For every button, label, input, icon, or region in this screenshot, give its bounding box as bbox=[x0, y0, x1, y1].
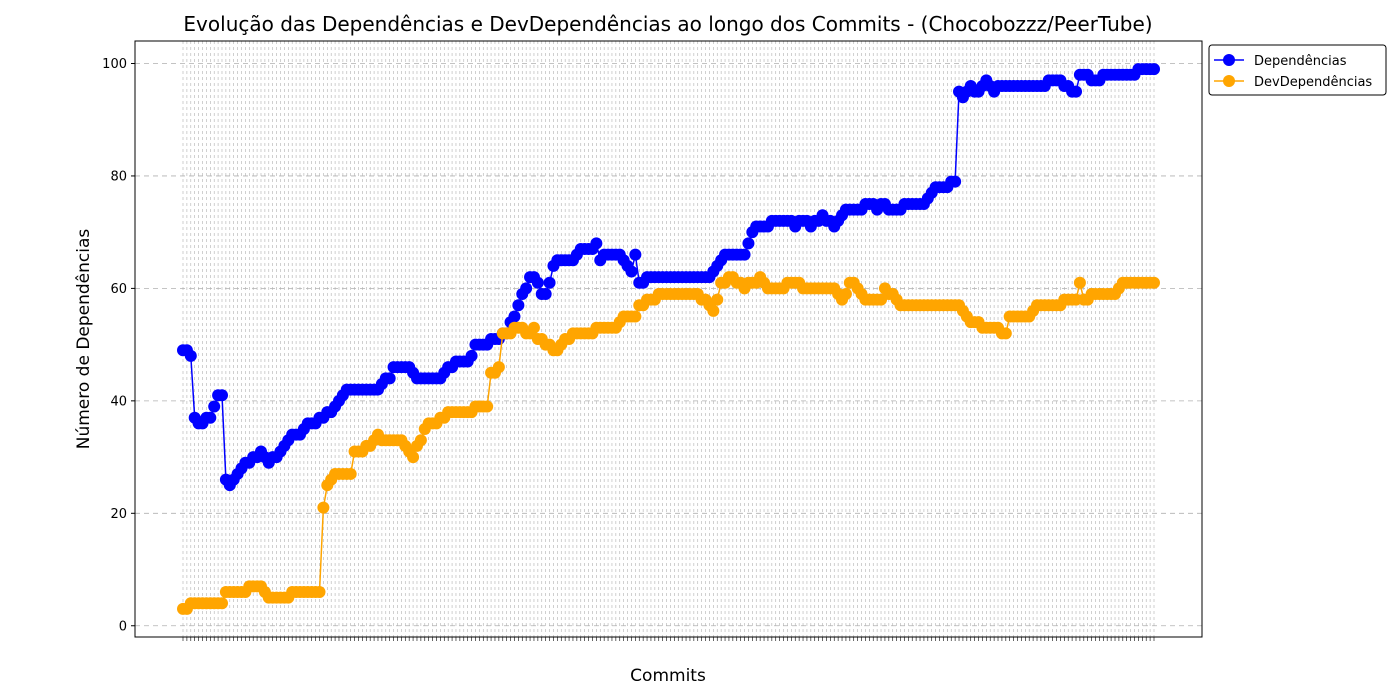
data-point bbox=[184, 349, 197, 362]
x-axis-ticks bbox=[182, 637, 1155, 641]
data-point bbox=[590, 237, 603, 250]
data-point bbox=[313, 586, 326, 599]
data-point bbox=[738, 248, 751, 261]
data-point bbox=[1073, 276, 1086, 289]
y-tick-label: 0 bbox=[119, 619, 127, 634]
data-point bbox=[481, 400, 494, 413]
y-axis-label: Número de Dependências bbox=[74, 229, 94, 450]
y-axis-ticks: 0 20 40 60 80 100 bbox=[102, 57, 135, 634]
data-point bbox=[407, 451, 420, 464]
data-point bbox=[383, 372, 396, 385]
y-tick-label: 60 bbox=[110, 282, 127, 297]
data-point bbox=[520, 282, 533, 295]
data-point bbox=[1070, 85, 1083, 98]
legend-marker-devdependencias bbox=[1223, 75, 1235, 87]
y-tick-label: 80 bbox=[110, 169, 127, 184]
data-point bbox=[216, 389, 228, 402]
data-point bbox=[949, 175, 962, 188]
data-point bbox=[539, 288, 552, 301]
data-point bbox=[629, 248, 642, 261]
data-point bbox=[508, 310, 521, 323]
data-point bbox=[625, 265, 638, 278]
data-point bbox=[629, 310, 642, 323]
plot-background bbox=[135, 41, 1202, 637]
data-point bbox=[543, 276, 556, 289]
plot-area: 0 20 40 60 80 100 bbox=[102, 40, 1203, 641]
data-point bbox=[344, 467, 357, 480]
y-tick-label: 20 bbox=[110, 507, 127, 522]
legend-label-devdependencias: DevDependências bbox=[1254, 75, 1372, 90]
x-axis-label: Commits bbox=[630, 666, 706, 686]
data-point bbox=[999, 327, 1012, 340]
data-point bbox=[527, 321, 540, 334]
legend-marker-dependencias bbox=[1223, 54, 1235, 66]
data-point bbox=[492, 361, 505, 374]
series-devdependencias bbox=[177, 271, 1160, 615]
y-tick-label: 100 bbox=[102, 57, 127, 72]
data-point bbox=[839, 288, 852, 301]
data-point bbox=[531, 276, 544, 289]
data-point bbox=[465, 349, 478, 362]
series-layer bbox=[177, 63, 1160, 615]
legend-box bbox=[1208, 44, 1387, 96]
legend: Dependências DevDependências bbox=[1208, 44, 1387, 96]
data-point bbox=[742, 237, 755, 250]
data-point bbox=[204, 411, 217, 424]
data-point bbox=[1148, 63, 1160, 76]
data-point bbox=[512, 299, 525, 312]
legend-label-dependencias: Dependências bbox=[1254, 54, 1347, 69]
data-point bbox=[414, 434, 427, 447]
series-dependencias bbox=[177, 63, 1160, 492]
data-point bbox=[1148, 276, 1160, 289]
data-point bbox=[216, 597, 228, 610]
y-tick-label: 40 bbox=[110, 394, 127, 409]
data-point bbox=[711, 293, 724, 306]
chart-title: Evolução das Dependências e DevDependênc… bbox=[183, 12, 1152, 36]
data-point bbox=[707, 304, 720, 317]
data-point bbox=[317, 501, 330, 514]
data-point bbox=[208, 400, 221, 413]
plot-frame bbox=[134, 40, 1203, 638]
